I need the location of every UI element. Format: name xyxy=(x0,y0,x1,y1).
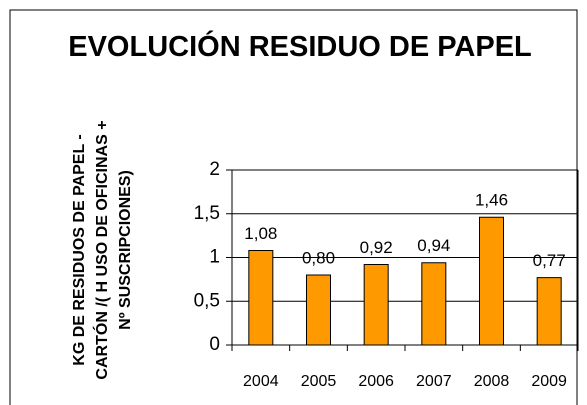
x-tick-label: 2007 xyxy=(416,373,452,390)
x-tick-label: 2005 xyxy=(301,373,337,390)
x-tick-label: 2009 xyxy=(531,373,567,390)
y-tick-label: 1,5 xyxy=(194,203,220,224)
chart-border xyxy=(9,9,578,405)
y-tick-label: 2 xyxy=(209,159,220,180)
bar xyxy=(306,274,331,346)
y-tick-label: 0 xyxy=(209,334,220,355)
bar xyxy=(421,262,447,346)
bar xyxy=(363,264,389,346)
bar xyxy=(536,277,562,346)
value-label: 0,92 xyxy=(360,238,393,257)
value-label: 0,94 xyxy=(417,236,450,255)
value-label: 1,46 xyxy=(475,191,508,210)
value-label: 0,80 xyxy=(302,248,335,267)
y-tick-label: 1 xyxy=(209,247,220,268)
y-tick-label: 0,5 xyxy=(194,290,220,311)
y-axis-label: KG DE RESIDUOS DE PAPEL - CARTÓN /( H US… xyxy=(71,120,134,380)
x-tick-label: 2008 xyxy=(474,373,510,390)
bar xyxy=(479,216,504,346)
x-tick-label: 2004 xyxy=(243,373,279,390)
value-label: 1,08 xyxy=(244,224,277,243)
bar xyxy=(248,250,274,346)
value-label: 0,77 xyxy=(533,251,566,270)
chart-title: EVOLUCIÓN RESIDUO DE PAPEL xyxy=(68,31,532,63)
x-tick-label: 2006 xyxy=(358,373,394,390)
